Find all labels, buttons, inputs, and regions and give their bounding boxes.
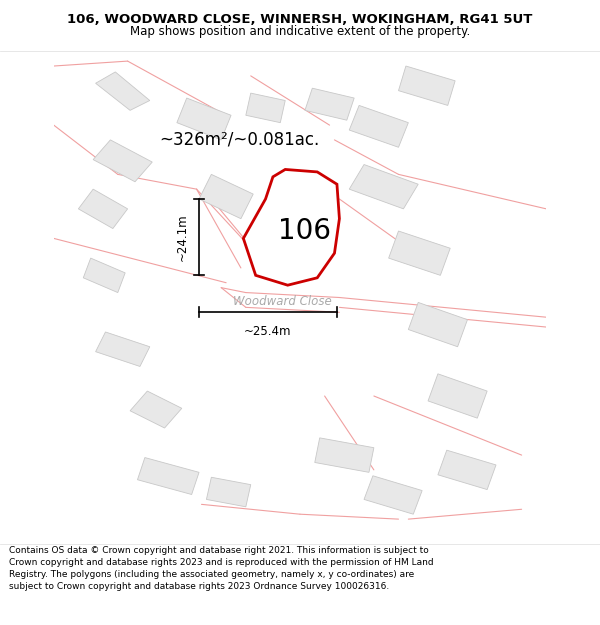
Text: ~24.1m: ~24.1m: [175, 214, 188, 261]
Polygon shape: [349, 106, 409, 148]
Polygon shape: [315, 438, 374, 472]
Polygon shape: [389, 231, 450, 276]
Polygon shape: [305, 88, 354, 120]
Polygon shape: [438, 450, 496, 489]
Text: ~326m²/~0.081ac.: ~326m²/~0.081ac.: [160, 131, 320, 149]
Polygon shape: [271, 194, 317, 248]
Text: 106, WOODWARD CLOSE, WINNERSH, WOKINGHAM, RG41 5UT: 106, WOODWARD CLOSE, WINNERSH, WOKINGHAM…: [67, 12, 533, 26]
Polygon shape: [398, 66, 455, 106]
Polygon shape: [246, 93, 285, 122]
Polygon shape: [95, 72, 150, 111]
Polygon shape: [93, 140, 152, 182]
Polygon shape: [199, 174, 253, 219]
Text: Woodward Close: Woodward Close: [233, 295, 332, 308]
Polygon shape: [83, 258, 125, 292]
Text: 106: 106: [278, 217, 331, 245]
Polygon shape: [130, 391, 182, 428]
Polygon shape: [95, 332, 150, 366]
Polygon shape: [244, 169, 340, 285]
Polygon shape: [349, 164, 418, 209]
Polygon shape: [364, 476, 422, 514]
Polygon shape: [428, 374, 487, 418]
Polygon shape: [177, 98, 231, 140]
Text: ~25.4m: ~25.4m: [244, 324, 292, 338]
Polygon shape: [409, 302, 467, 347]
Text: Contains OS data © Crown copyright and database right 2021. This information is : Contains OS data © Crown copyright and d…: [9, 546, 434, 591]
Polygon shape: [137, 458, 199, 494]
Polygon shape: [206, 478, 251, 507]
Polygon shape: [79, 189, 128, 229]
Text: Map shows position and indicative extent of the property.: Map shows position and indicative extent…: [130, 26, 470, 39]
